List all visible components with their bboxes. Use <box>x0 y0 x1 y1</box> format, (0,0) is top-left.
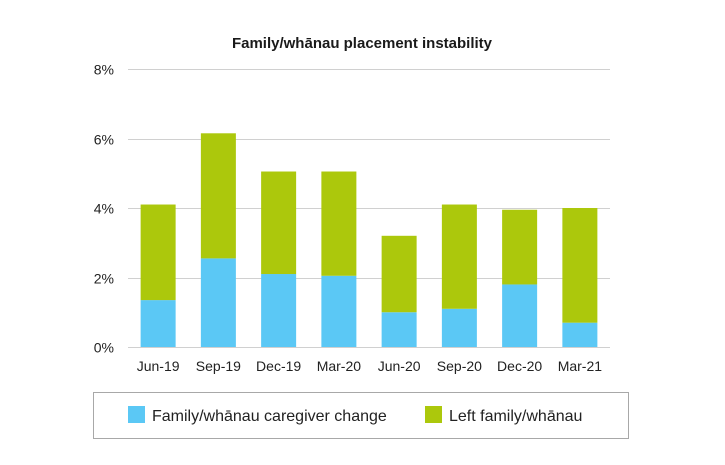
legend: Family/whānau caregiver change Left fami… <box>93 392 629 439</box>
y-axis-ticks: 0% 2% 4% 6% 8% <box>94 62 114 356</box>
legend-swatch-caregiver-change <box>128 406 145 423</box>
y-tick-label: 2% <box>94 271 114 287</box>
bars <box>140 133 598 347</box>
bar-left-family <box>321 171 357 276</box>
x-tick-label: Mar-21 <box>558 358 603 374</box>
legend-swatch-left-family <box>425 406 442 423</box>
bar-caregiver-change <box>502 284 538 347</box>
bar-caregiver-change <box>562 322 598 347</box>
bar-caregiver-change <box>381 312 417 347</box>
y-tick-label: 6% <box>94 132 114 148</box>
x-tick-label: Jun-20 <box>378 358 421 374</box>
bar-left-family <box>261 171 297 275</box>
x-tick-label: Dec-19 <box>256 358 301 374</box>
bar-left-family <box>502 209 538 285</box>
legend-label-left-family: Left family/whānau <box>449 408 582 425</box>
bar-left-family <box>200 133 236 259</box>
bar-caregiver-change <box>321 275 357 347</box>
legend-box <box>93 392 629 439</box>
x-tick-label: Sep-19 <box>196 358 241 374</box>
bar-left-family <box>441 204 477 309</box>
y-tick-label: 0% <box>94 340 114 356</box>
x-tick-label: Sep-20 <box>437 358 482 374</box>
bar-left-family <box>381 235 417 313</box>
x-tick-label: Jun-19 <box>137 358 180 374</box>
bar-caregiver-change <box>261 274 297 347</box>
bar-left-family <box>140 204 176 301</box>
gridlines <box>128 69 610 348</box>
bar-caregiver-change <box>140 300 176 347</box>
y-tick-label: 4% <box>94 201 114 217</box>
chart-title: Family/whānau placement instability <box>232 35 493 52</box>
legend-label-caregiver-change: Family/whānau caregiver change <box>152 408 387 425</box>
x-axis-ticks: Jun-19 Sep-19 Dec-19 Mar-20 Jun-20 Sep-20 Dec-… <box>137 358 603 374</box>
bar-caregiver-change <box>200 258 236 347</box>
bar-left-family <box>562 208 598 323</box>
x-tick-label: Mar-20 <box>317 358 362 374</box>
bar-caregiver-change <box>441 308 477 347</box>
y-tick-label: 8% <box>94 62 114 78</box>
x-tick-label: Dec-20 <box>497 358 542 374</box>
